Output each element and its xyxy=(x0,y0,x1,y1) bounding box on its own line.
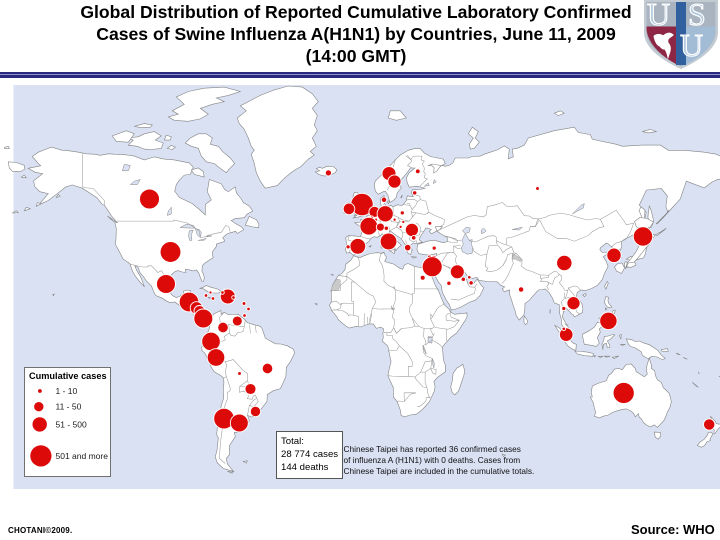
svg-text:11 - 50: 11 - 50 xyxy=(56,402,82,412)
svg-text:501 and more: 501 and more xyxy=(56,451,109,461)
svg-text:1 - 10: 1 - 10 xyxy=(56,386,78,396)
svg-text:U: U xyxy=(680,27,703,63)
svg-text:51 - 500: 51 - 500 xyxy=(56,419,87,429)
svg-text:S: S xyxy=(688,0,706,32)
svg-text:U: U xyxy=(647,0,670,32)
